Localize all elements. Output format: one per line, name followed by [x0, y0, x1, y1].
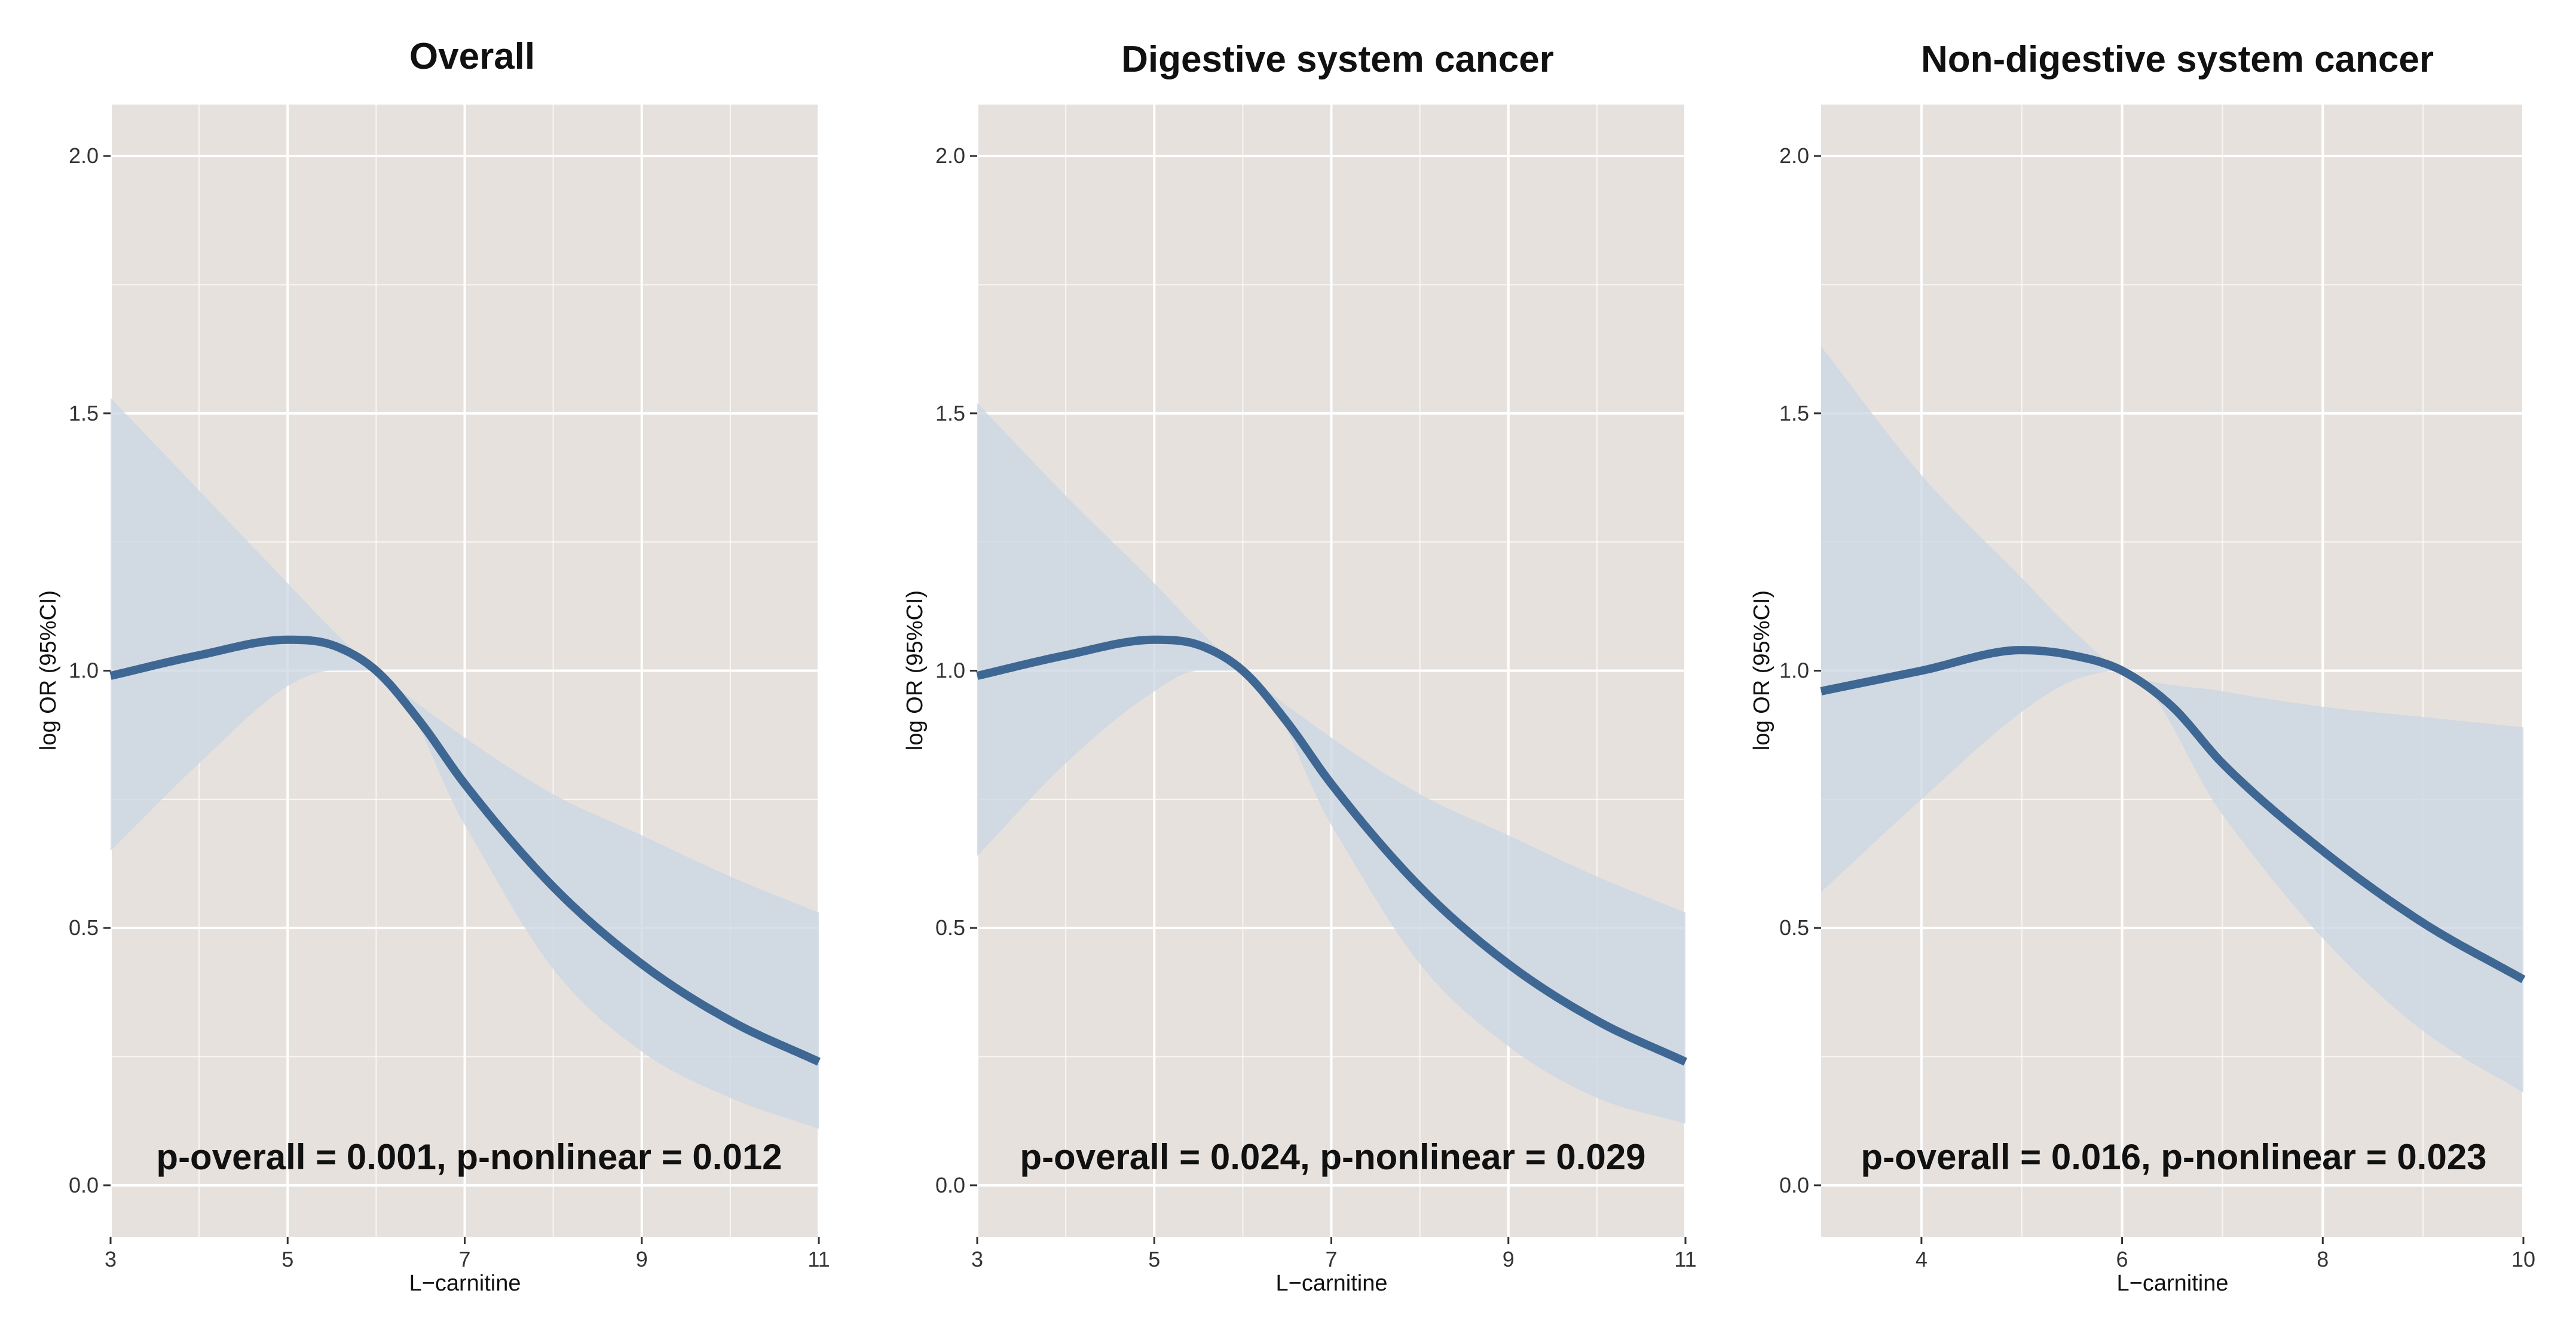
- panel-non-digestive-system-cancer: Non-digestive system cancer 4 6 8 10 0.0 0.5 1…: [1749, 39, 2535, 1296]
- x-tick-label: 11: [1674, 1247, 1696, 1271]
- y-tick-label: 0.0: [1779, 1173, 1809, 1197]
- y-tick-label: 1.5: [1779, 401, 1809, 425]
- x-tick-label: 9: [636, 1247, 648, 1271]
- y-tick-label: 0.5: [1779, 915, 1809, 940]
- x-tick-label: 10: [2511, 1247, 2535, 1271]
- y-tick-label: 0.0: [935, 1173, 965, 1197]
- confidence-band: [111, 398, 819, 1129]
- x-tick-label: 3: [105, 1247, 117, 1271]
- x-tick-label: 7: [1325, 1247, 1337, 1271]
- x-tick-label: 11: [807, 1247, 830, 1271]
- series-line-log-or: [109, 635, 821, 1066]
- y-tick-label: 1.0: [1779, 658, 1809, 683]
- x-axis-label: L−carnitine: [2117, 1271, 2229, 1296]
- y-tick-label: 0.5: [935, 915, 965, 940]
- x-tick-label: 7: [458, 1247, 470, 1271]
- y-axis-label: log OR (95%CI): [36, 590, 61, 750]
- y-tick-label: 1.0: [69, 658, 99, 683]
- series-line-log-or: [1820, 646, 2526, 983]
- y-tick-label: 0.0: [69, 1173, 99, 1197]
- y-tick-label: 2.0: [1779, 143, 1809, 168]
- confidence-band: [1821, 346, 2523, 1093]
- confidence-band: [977, 403, 1685, 1124]
- y-tick-label: 2.0: [69, 143, 99, 168]
- x-axis-label: L−carnitine: [1276, 1271, 1388, 1296]
- x-tick-label: 3: [971, 1247, 983, 1271]
- y-tick-label: 2.0: [935, 143, 965, 168]
- p-value-annotation: p-overall = 0.016, p-nonlinear = 0.023: [1861, 1137, 2486, 1177]
- x-tick-label: 4: [1916, 1247, 1928, 1271]
- p-value-annotation: p-overall = 0.024, p-nonlinear = 0.029: [1020, 1137, 1645, 1177]
- panel-title: Overall: [409, 36, 535, 77]
- x-tick-label: 5: [1148, 1247, 1160, 1271]
- panel-overall: Overall 3 5 7 9 11 0.0 0.5 1.0 1.5 2.0 L−carnitin…: [36, 36, 830, 1296]
- p-value-annotation: p-overall = 0.001, p-nonlinear = 0.012: [156, 1137, 782, 1177]
- x-tick-label: 8: [2317, 1247, 2329, 1271]
- panel-title: Non-digestive system cancer: [1921, 39, 2434, 80]
- x-axis-label: L−carnitine: [409, 1271, 521, 1296]
- y-tick-label: 1.5: [935, 401, 965, 425]
- x-tick-label: 9: [1503, 1247, 1515, 1271]
- series-line-log-or: [976, 635, 1687, 1066]
- y-tick-label: 1.5: [69, 401, 99, 425]
- x-tick-label: 5: [282, 1247, 293, 1271]
- panel-title: Digestive system cancer: [1121, 39, 1554, 80]
- y-axis-label: log OR (95%CI): [1749, 590, 1775, 750]
- x-tick-label: 6: [2116, 1247, 2128, 1271]
- y-axis-label: log OR (95%CI): [902, 590, 928, 750]
- y-tick-label: 1.0: [935, 658, 965, 683]
- y-tick-label: 0.5: [69, 915, 99, 940]
- panel-digestive-system-cancer: Digestive system cancer 3 5 7 9 11 0.0 0.5 1.0 1…: [902, 39, 1697, 1296]
